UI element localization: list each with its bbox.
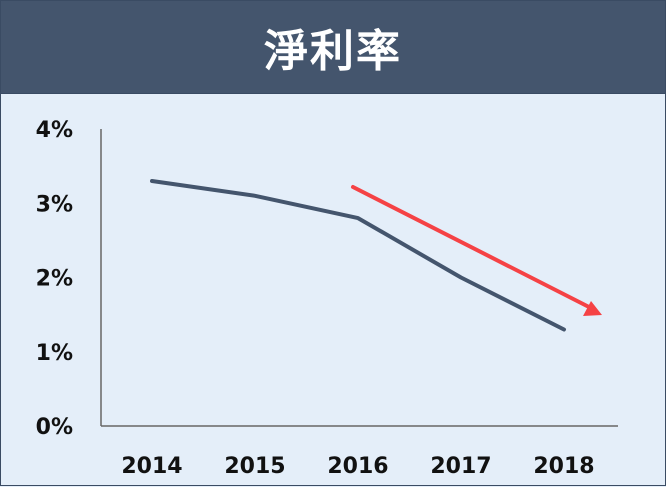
trend-arrow-shaft xyxy=(351,185,591,309)
x-tick-label: 2015 xyxy=(224,454,285,479)
y-tick-label: 3% xyxy=(36,192,73,217)
y-tick-label: 1% xyxy=(36,341,73,366)
x-tick-label: 2014 xyxy=(121,454,182,479)
y-tick-label: 0% xyxy=(36,415,73,440)
y-axis-ticks: 0% 1% 2% 3% 4% xyxy=(36,118,73,440)
trend-arrow-head xyxy=(583,301,602,316)
series-line xyxy=(150,178,566,332)
x-axis-ticks: 2014 2015 2016 2017 2018 xyxy=(121,454,594,479)
x-tick-label: 2016 xyxy=(327,454,388,479)
x-tick-label: 2018 xyxy=(533,454,594,479)
y-tick-label: 4% xyxy=(36,118,73,143)
y-tick-label: 2% xyxy=(36,267,73,292)
chart-title: 淨利率 xyxy=(264,26,402,77)
x-tick-label: 2017 xyxy=(430,454,491,479)
title-banner: 淨利率 xyxy=(1,1,665,94)
